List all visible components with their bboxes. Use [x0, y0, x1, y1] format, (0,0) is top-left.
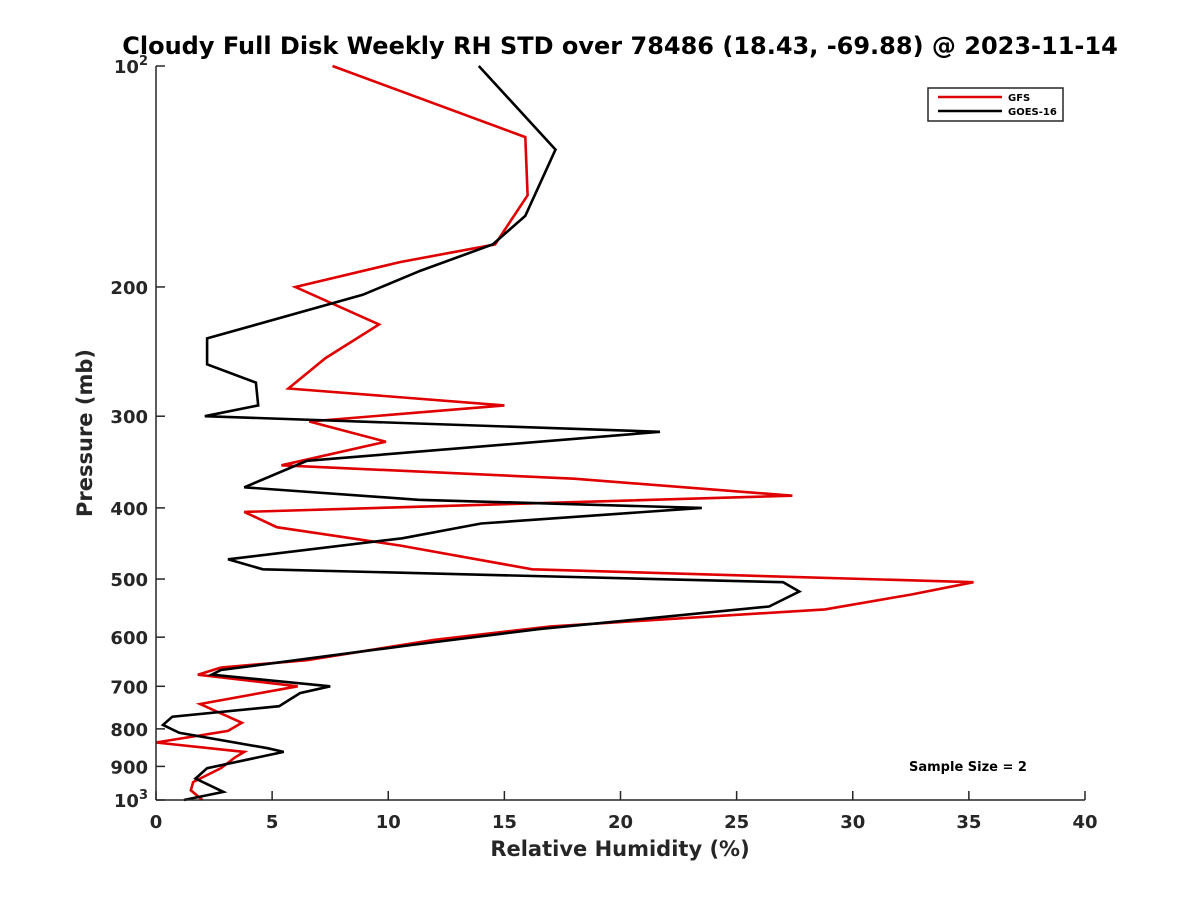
y-tick-label: 700: [110, 677, 148, 698]
y-axis-ticks: 102 200 300 400 500 600 700 800 900 103: [110, 54, 165, 812]
chart-title: Cloudy Full Disk Weekly RH STD over 7848…: [122, 32, 1118, 60]
x-axis-label: Relative Humidity (%): [490, 837, 749, 861]
x-tick-label: 5: [266, 812, 279, 833]
y-axis-label: Pressure (mb): [73, 349, 97, 517]
y-tick-label: 900: [110, 757, 148, 778]
x-tick-label: 20: [608, 812, 633, 833]
legend: GFS GOES-16: [927, 87, 1064, 122]
x-axis-ticks: 0 5 10 15 20 25 30 35 40: [150, 791, 1098, 833]
legend-label-goes-16: GOES-16: [1008, 107, 1057, 118]
series-line-goes-16: [160, 65, 803, 802]
sample-size-annotation: Sample Size = 2: [909, 760, 1027, 775]
legend-box: [927, 87, 1064, 122]
x-tick-label: 25: [724, 812, 749, 833]
y-tick-label: 300: [110, 407, 148, 428]
x-tick-label: 0: [150, 812, 163, 833]
legend-label-gfs: GFS: [1008, 93, 1030, 104]
x-tick-label: 15: [492, 812, 517, 833]
x-tick-label: 40: [1072, 812, 1097, 833]
plot-area: [155, 64, 974, 802]
x-tick-label: 30: [840, 812, 865, 833]
y-tick-label: 103: [114, 788, 148, 812]
y-tick-label: 102: [114, 54, 148, 78]
x-tick-label: 10: [376, 812, 401, 833]
series-line-gfs: [155, 64, 974, 801]
y-tick-label: 400: [110, 499, 148, 520]
y-tick-label: 800: [110, 720, 148, 741]
y-tick-label: 500: [110, 570, 148, 591]
y-tick-label: 200: [110, 278, 148, 299]
y-tick-label: 600: [110, 628, 148, 649]
x-tick-label: 35: [956, 812, 981, 833]
